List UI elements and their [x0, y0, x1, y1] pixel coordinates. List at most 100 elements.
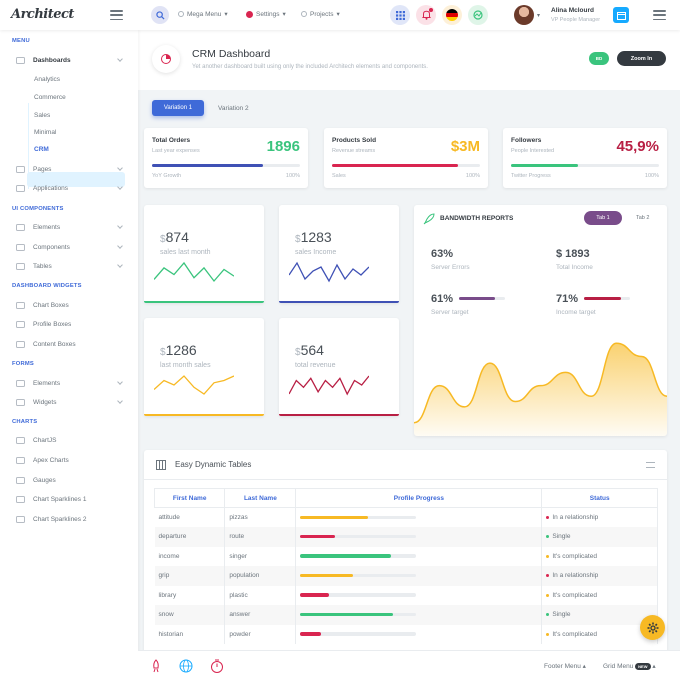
- table-header-row: First Name Last Name Profile Progress St…: [153, 488, 658, 508]
- chevron-icon: [117, 223, 123, 229]
- table-row[interactable]: snow answer Single: [154, 605, 658, 625]
- sidebar-section-ui-components: UI COMPONENTS: [12, 206, 64, 212]
- display-icon: [16, 262, 25, 270]
- cell-first-name: grip: [154, 566, 226, 586]
- spark-label: sales last month: [160, 249, 211, 256]
- sidebar-item-components[interactable]: Components: [16, 240, 132, 254]
- timer-icon[interactable]: [210, 658, 224, 674]
- cell-status: In a relationship: [541, 566, 658, 586]
- spark-bottom-border: [144, 300, 264, 303]
- cell-status: It's complicated: [541, 546, 658, 566]
- page-subtitle: Yet another dashboard built using only t…: [192, 64, 428, 70]
- sidebar-item-content-boxes[interactable]: Content Boxes: [16, 337, 132, 351]
- light-icon: [16, 301, 25, 309]
- table-row[interactable]: departure route Single: [154, 527, 658, 547]
- tab-variation-1[interactable]: Variation 1: [152, 100, 204, 116]
- stat-subtitle: Revenue streams: [332, 148, 376, 154]
- globe-icon[interactable]: [179, 659, 193, 673]
- activity-icon: [473, 10, 483, 20]
- column-header-first-name[interactable]: First Name: [153, 488, 226, 508]
- table-menu-icon[interactable]: [646, 462, 655, 468]
- bandwidth-tab-1[interactable]: Tab 1: [584, 211, 622, 225]
- mega-menu-link[interactable]: Mega Menu ▾: [178, 10, 228, 18]
- user-avatar[interactable]: [514, 5, 534, 25]
- cell-last-name: pizzas: [224, 507, 297, 527]
- column-header-status[interactable]: Status: [541, 488, 658, 508]
- sidebar-item-elements[interactable]: Elements: [16, 220, 132, 234]
- tab-variation-2[interactable]: Variation 2: [218, 104, 249, 112]
- table-row[interactable]: historian powder It's complicated: [154, 624, 658, 644]
- language-button[interactable]: [442, 5, 462, 25]
- table-title: Easy Dynamic Tables: [175, 460, 252, 469]
- table-row[interactable]: attitude pizzas In a relationship: [154, 507, 658, 527]
- sidebar-item-apex-charts[interactable]: Apex Charts: [16, 453, 132, 467]
- sidebar-item-label: Widgets: [33, 398, 57, 406]
- notifications-button[interactable]: [416, 5, 436, 25]
- sidebar-subitem-crm[interactable]: CRM: [34, 146, 49, 153]
- table-row[interactable]: income singer It's complicated: [154, 546, 658, 566]
- chevron-down-icon[interactable]: ▾: [537, 13, 541, 19]
- settings-link[interactable]: Settings ▾: [246, 10, 286, 18]
- bandwidth-title: BANDWIDTH REPORTS: [440, 215, 514, 222]
- footer-menu-link[interactable]: Footer Menu ▴: [544, 662, 586, 670]
- chevron-icon: [117, 243, 123, 249]
- stat-card-total-orders: Total Orders Last year expenses 1896 YoY…: [144, 128, 308, 188]
- search-button[interactable]: [151, 6, 169, 24]
- dynamic-table-card: Easy Dynamic Tables First Name Last Name…: [144, 450, 667, 680]
- sidebar-item-form-elements[interactable]: Elements: [16, 376, 132, 390]
- sidebar-item-pages[interactable]: Pages: [16, 162, 132, 176]
- sidebar-item-profile-boxes[interactable]: Profile Boxes: [16, 317, 132, 331]
- chevron-icon: [117, 379, 123, 385]
- table-row[interactable]: library plastic It's complicated: [154, 585, 658, 605]
- cell-first-name: income: [154, 546, 226, 566]
- sparkline: [289, 375, 369, 396]
- chevron-down-icon: ▾: [224, 11, 228, 18]
- grid-icon: [395, 10, 405, 20]
- bandwidth-tab-2[interactable]: Tab 2: [636, 215, 650, 221]
- sidebar-subitem-analytics[interactable]: Analytics: [34, 76, 61, 83]
- grid-menu-link[interactable]: Grid Menu NEW ▴: [603, 662, 656, 670]
- column-header-profile-progress[interactable]: Profile Progress: [295, 488, 543, 508]
- activity-button[interactable]: [468, 5, 488, 25]
- sidebar-subitem-commerce[interactable]: Commerce: [34, 94, 66, 101]
- zoom-in-button[interactable]: Zoom In: [617, 51, 666, 66]
- table-header-bar: Easy Dynamic Tables: [144, 450, 667, 480]
- grid-button[interactable]: [390, 5, 410, 25]
- sidebar-item-widgets[interactable]: Widgets: [16, 395, 132, 409]
- sidebar-item-applications[interactable]: Applications: [16, 181, 132, 195]
- grid-menu-label: Grid Menu: [603, 663, 634, 670]
- app-menu-icon[interactable]: [653, 10, 666, 20]
- stat-progress-fill: [152, 164, 263, 167]
- sidebar-subitem-minimal[interactable]: Minimal: [34, 129, 57, 136]
- footer-rocket-icon[interactable]: [150, 659, 162, 673]
- server-target-label: Server target: [431, 309, 469, 316]
- profile-progress-fill: [300, 515, 368, 520]
- sidebar-item-dashboards[interactable]: Dashboards: [16, 53, 132, 67]
- sidebar-item-chart-sparklines-1[interactable]: Chart Sparklines 1: [16, 492, 132, 506]
- rocket-icon: [16, 56, 25, 64]
- app-logo: Architect: [11, 7, 74, 22]
- sidebar-toggle-icon[interactable]: [110, 10, 123, 20]
- sidebar-item-chartjs[interactable]: ChartJS: [16, 433, 132, 447]
- calendar-button[interactable]: [613, 7, 629, 23]
- sidebar-item-chart-sparklines-2[interactable]: Chart Sparklines 2: [16, 512, 132, 526]
- sidebar-item-chart-boxes[interactable]: Chart Boxes: [16, 298, 132, 312]
- plug-icon: [16, 184, 25, 192]
- profile-progress-bar: [300, 593, 417, 597]
- profile-progress-fill: [300, 573, 353, 578]
- table-row[interactable]: grip population In a relationship: [154, 566, 658, 586]
- sidebar-subitem-sales[interactable]: Sales: [34, 112, 51, 119]
- theme-settings-button[interactable]: [640, 615, 665, 640]
- projects-link[interactable]: Projects ▾: [301, 10, 340, 18]
- sidebar-item-gauges[interactable]: Gauges: [16, 473, 132, 487]
- sidebar-item-tables[interactable]: Tables: [16, 259, 132, 273]
- column-header-last-name[interactable]: Last Name: [224, 488, 297, 508]
- sidebar-item-label: Applications: [33, 184, 69, 192]
- table-icon: [156, 460, 166, 470]
- sidebar-section-forms: FORMS: [12, 361, 34, 367]
- cell-status: Single: [541, 605, 658, 625]
- bd-button[interactable]: BD: [589, 52, 609, 65]
- spark-card-sales-last-month: $874 sales last month: [144, 205, 264, 303]
- status-label: Single: [552, 611, 571, 619]
- profile-progress-bar: [300, 573, 417, 578]
